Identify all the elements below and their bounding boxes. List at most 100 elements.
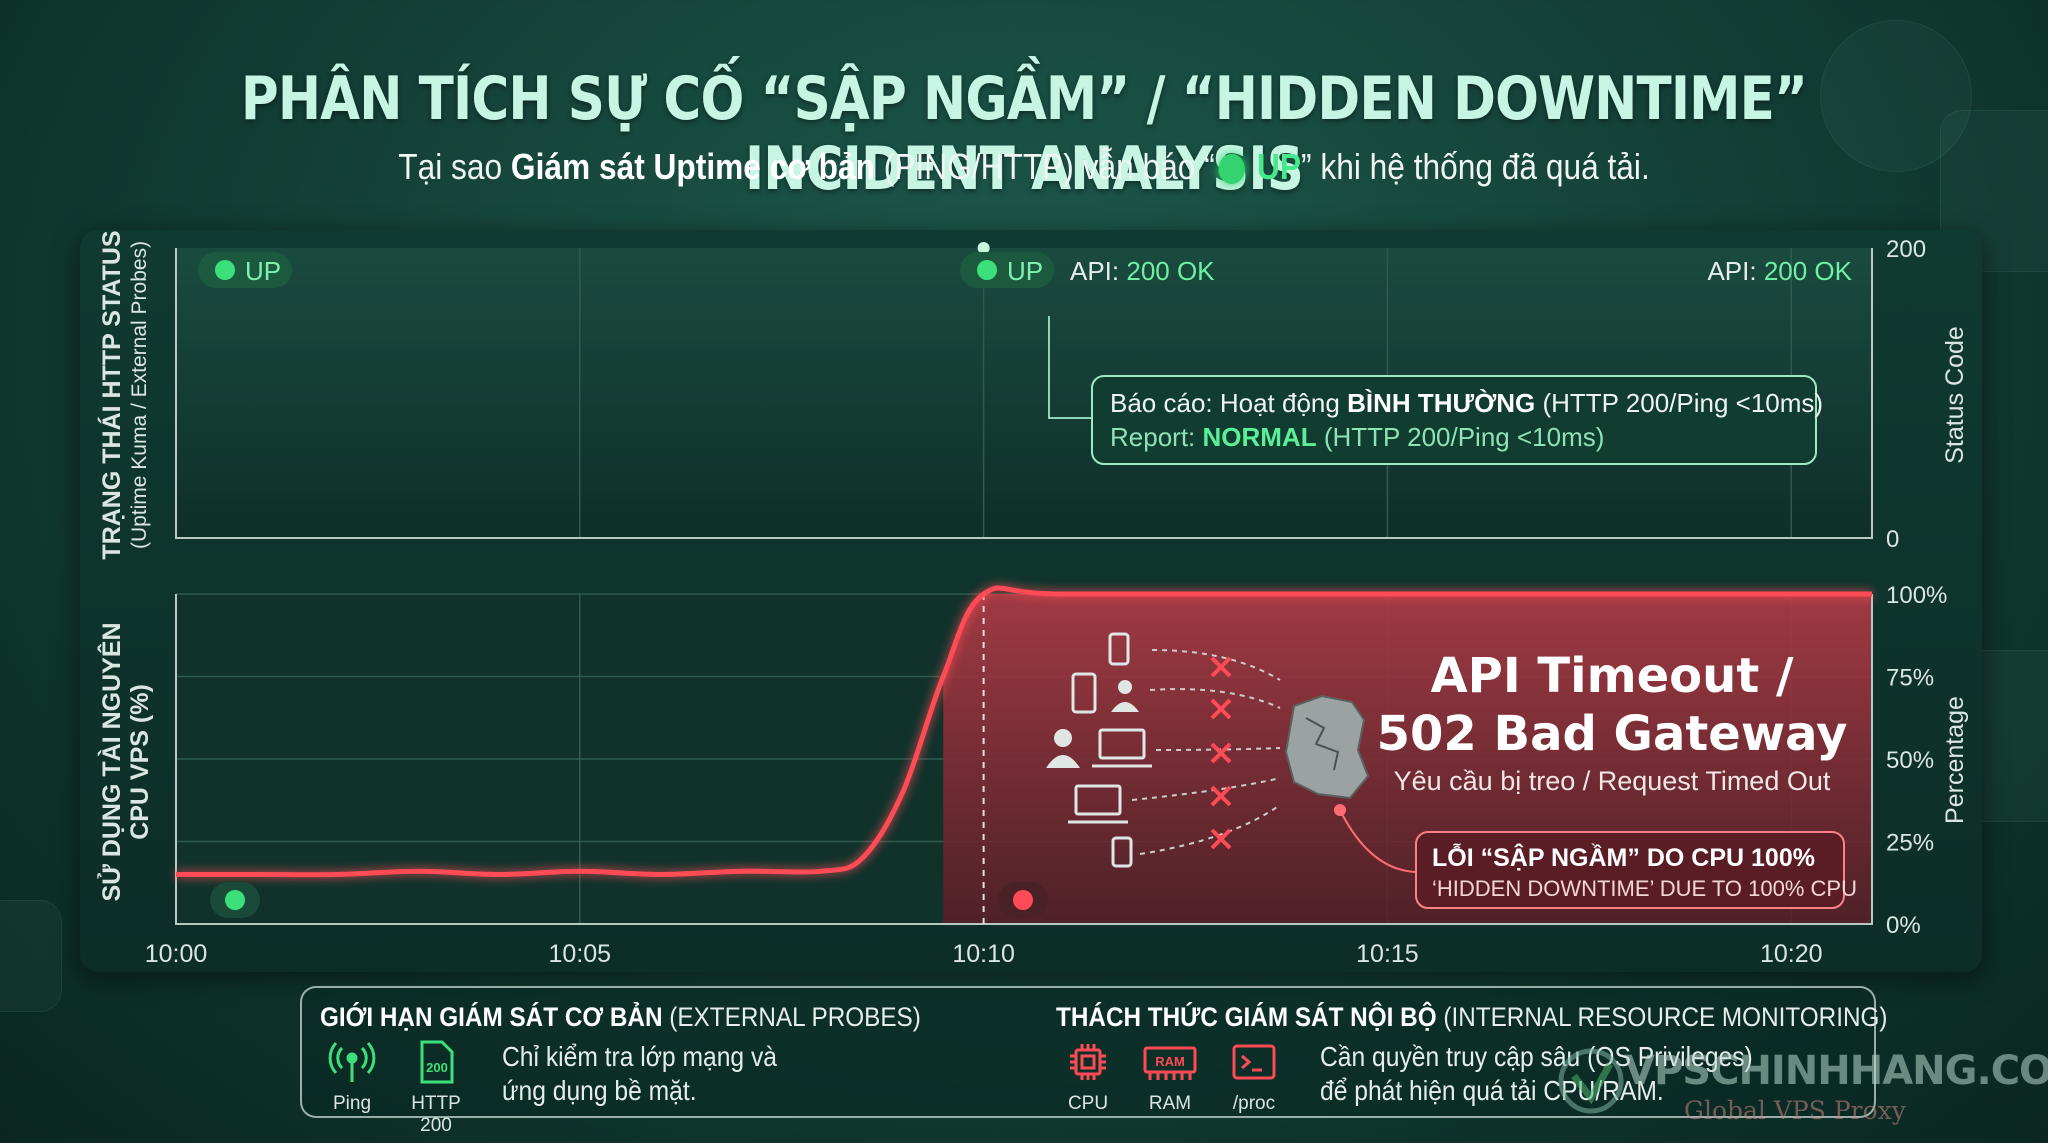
subtitle-suffix: ” khi hệ thống đã quá tải. — [1301, 146, 1650, 187]
user-icon — [1111, 680, 1139, 712]
ram-label: RAM — [1148, 1093, 1192, 1114]
cpu-item: CPU — [1048, 1040, 1128, 1115]
x-tick-label: 10:05 — [549, 940, 612, 968]
api-right-value: 200 OK — [1764, 256, 1853, 286]
watermark-logo-icon — [1558, 1048, 1624, 1114]
tablet-icon — [1071, 672, 1097, 714]
broken-server-icon — [1284, 694, 1370, 800]
phone-icon — [1108, 632, 1130, 666]
proc-item: /proc — [1214, 1040, 1294, 1115]
error-leader-line — [1339, 809, 1417, 873]
cpu-y-tick-label: 100% — [1886, 582, 1947, 609]
background-decoration — [0, 900, 62, 1012]
report-line-1-prefix: Báo cáo: Hoạt động — [1110, 388, 1347, 418]
request-arrows — [1131, 649, 1281, 855]
x-tick-label: 10:15 — [1356, 940, 1419, 968]
page-subtitle: Tại sao Giám sát Uptime cơ bản (PING/HTT… — [123, 146, 1925, 188]
status-y-tick-label: 200 — [1886, 236, 1926, 263]
x-tick-label: 10:10 — [952, 940, 1015, 968]
chart-svg: 10:00 10:05 10:10 10:15 10:20 0% 25% 50% 75% 100%… — [96, 230, 1969, 968]
bottom-info-box: GIỚI HẠN GIÁM SÁT CƠ BẢN (EXTERNAL PROBE… — [300, 986, 1888, 1136]
subtitle-up: UP — [1257, 146, 1302, 187]
report-line-2: Report: NORMAL (HTTP 200/Ping <10ms) — [1110, 422, 1604, 452]
http-200-label: HTTP 200 — [411, 1093, 461, 1136]
api-mid-label: API: 200 OK — [1070, 256, 1215, 286]
report-leader-line — [1048, 316, 1092, 419]
left-heading: GIỚI HẠN GIÁM SÁT CƠ BẢN (EXTERNAL PROBE… — [320, 1002, 921, 1033]
right-description: Cần quyền truy cập sâu (OS Privileges) để… — [1320, 1040, 1753, 1108]
report-line-1: Báo cáo: Hoạt động BÌNH THƯỜNG (HTTP 200… — [1110, 388, 1823, 418]
cpu-label: CPU — [1067, 1093, 1109, 1114]
page-title: PHÂN TÍCH SỰ CỐ “SẬP NGẦM” / “HIDDEN DOW… — [240, 64, 1808, 204]
svg-text:200: 200 — [426, 1060, 448, 1075]
svg-text:RAM: RAM — [1155, 1054, 1185, 1069]
cpu-y-tick-label: 0% — [1886, 912, 1921, 939]
left-heading-rest: (EXTERNAL PROBES) — [662, 1002, 921, 1032]
ping-item: Ping — [312, 1040, 392, 1115]
status-ylabel: TRẠNG THÁI HTTP STATUS — [97, 230, 126, 559]
cpu-y-tick-label: 25% — [1886, 830, 1934, 857]
terminal-icon — [1232, 1044, 1276, 1080]
status-ylabel-sub: (Uptime Kuma / External Probes) — [128, 241, 151, 549]
report-line-2-bold: NORMAL — [1203, 422, 1317, 452]
api-mid-value: 200 OK — [1126, 256, 1215, 286]
status-right-label: Status Code — [1941, 326, 1969, 464]
api-right-label: API: 200 OK — [1707, 256, 1852, 286]
user-icon — [1046, 729, 1080, 768]
cpu-y-tick-label: 50% — [1886, 747, 1934, 774]
chart-panel: 10:00 10:05 10:10 10:15 10:20 0% 25% 50% 75% 100%… — [80, 230, 1982, 972]
laptop-icon — [1068, 784, 1128, 824]
right-heading-rest: (INTERNAL RESOURCE MONITORING) — [1436, 1002, 1888, 1032]
right-description-line-2: để phát hiện quá tải CPU/RAM. — [1320, 1075, 1664, 1106]
watermark-text: VPSCHINHHANG.COM — [1624, 1048, 2048, 1094]
phone-icon — [1111, 836, 1133, 868]
cpu-series-line — [176, 585, 1873, 878]
proc-label: /proc — [1232, 1093, 1276, 1114]
timeout-subtitle: Yêu cầu bị treo / Request Timed Out — [1394, 766, 1831, 796]
error-callout — [1415, 831, 1845, 909]
watermark-subtext: Global VPS Proxy — [1684, 1096, 1906, 1125]
ping-signal-icon — [328, 1041, 376, 1082]
http-200-item: 200 HTTP 200 — [396, 1040, 476, 1137]
error-line-2: ‘HIDDEN DOWNTIME’ DUE TO 100% CPU — [1432, 876, 1857, 901]
report-line-2-prefix: Report: — [1110, 422, 1203, 452]
subtitle-bold: Giám sát Uptime cơ bản — [510, 146, 875, 187]
ping-label: Ping — [332, 1093, 372, 1114]
status-axes — [175, 248, 1873, 539]
cpu-y-tick-label: 75% — [1886, 665, 1934, 692]
up-badge-mid-label: UP — [1007, 256, 1043, 286]
left-description-line-1: Chỉ kiểm tra lớp mạng và — [502, 1041, 777, 1072]
ram-item: RAM RAM — [1130, 1040, 1210, 1115]
cpu-right-label: Percentage — [1941, 696, 1969, 824]
laptop-icon — [1092, 728, 1152, 768]
cpu-chip-icon — [1070, 1044, 1106, 1080]
api-mid-prefix: API: — [1070, 256, 1126, 286]
status-y-tick-label: 0 — [1886, 526, 1899, 553]
green-status-dot-icon — [215, 260, 235, 280]
watermark: VPSCHINHHANG.COM Global VPS Proxy — [1556, 1046, 2048, 1136]
report-line-2-suffix: (HTTP 200/Ping <10ms) — [1317, 422, 1605, 452]
report-line-1-bold: BÌNH THƯỜNG — [1347, 388, 1535, 418]
left-description: Chỉ kiểm tra lớp mạng và ứng dụng bề mặt. — [502, 1040, 777, 1108]
right-heading: THÁCH THỨC GIÁM SÁT NỘI BỘ (INTERNAL RES… — [1056, 1002, 1888, 1033]
subtitle-middle: (PING/HTTP) vẫn báo “ — [874, 146, 1215, 187]
report-callout — [1091, 375, 1817, 465]
red-status-dot-icon — [1013, 890, 1033, 910]
cpu-ylabel: SỬ DỤNG TÀI NGUYÊN — [96, 622, 126, 901]
timeout-line-2: 502 Bad Gateway — [1377, 706, 1848, 762]
api-right-prefix: API: — [1707, 256, 1763, 286]
left-description-line-2: ứng dụng bề mặt. — [502, 1075, 697, 1106]
right-description-line-1: Cần quyền truy cập sâu (OS Privileges) — [1320, 1041, 1753, 1072]
status-point — [977, 242, 990, 254]
right-heading-bold: THÁCH THỨC GIÁM SÁT NỘI BỘ — [1056, 1002, 1437, 1032]
green-status-dot-icon — [977, 260, 997, 280]
cpu-ylabel2: CPU VPS (%) — [126, 684, 154, 840]
report-line-1-suffix: (HTTP 200/Ping <10ms) — [1535, 388, 1823, 418]
left-heading-bold: GIỚI HẠN GIÁM SÁT CƠ BẢN — [320, 1002, 663, 1032]
client-devices-illustration — [1046, 632, 1152, 868]
timeout-line-1: API Timeout / — [1431, 648, 1794, 704]
up-badge-left-label: UP — [245, 256, 281, 286]
cpu-axes — [175, 594, 1873, 925]
error-line-1: LỖI “SẬP NGẦM” DO CPU 100% — [1432, 842, 1815, 872]
subtitle-prefix: Tại sao — [398, 146, 511, 187]
